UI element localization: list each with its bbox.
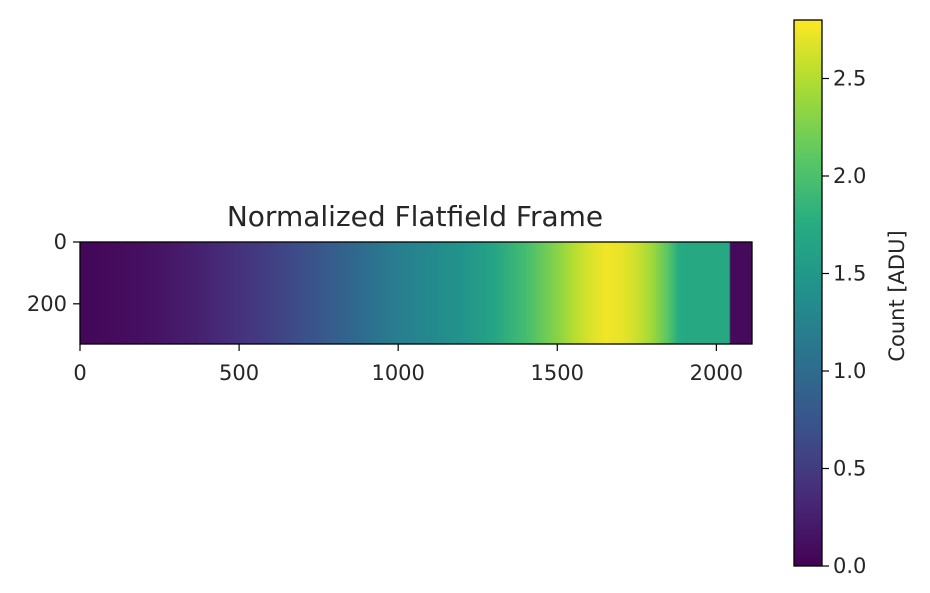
colorbar-frame: [793, 19, 823, 567]
colorbar-tick-label: 2.5: [833, 67, 866, 91]
y-axis-ticks: 0 200: [27, 230, 80, 316]
colorbar-ticks: 0.0 0.5 1.0 1.5 2.0 2.5: [822, 67, 866, 578]
colorbar-tick-label: 0.0: [833, 554, 866, 578]
heatmap-frame: [79, 241, 753, 345]
colorbar-gradient: [794, 20, 822, 566]
x-axis-ticks: 0 500 1000 1500 2000: [73, 344, 743, 385]
colorbar-tick-label: 0.5: [833, 457, 866, 481]
x-tick-label: 500: [219, 361, 259, 385]
colorbar: 0.0 0.5 1.0 1.5 2.0 2.5 Count [ADU]: [793, 19, 909, 578]
y-tick-label: 0: [54, 230, 67, 254]
colorbar-tick-label: 2.0: [833, 164, 866, 188]
x-tick-label: 2000: [690, 361, 743, 385]
x-tick-label: 1500: [531, 361, 584, 385]
x-tick-label: 0: [73, 361, 86, 385]
colorbar-tick-label: 1.5: [833, 262, 866, 286]
colorbar-tick-label: 1.0: [833, 359, 866, 383]
chart-title: Normalized Flatfield Frame: [227, 200, 603, 233]
colorbar-label: Count [ADU]: [885, 230, 909, 361]
x-tick-label: 1000: [371, 361, 424, 385]
heatmap-axes: 0 500 1000 1500 2000 0 200: [27, 230, 753, 385]
heatmap-image: [80, 242, 752, 344]
y-tick-label: 200: [27, 292, 67, 316]
